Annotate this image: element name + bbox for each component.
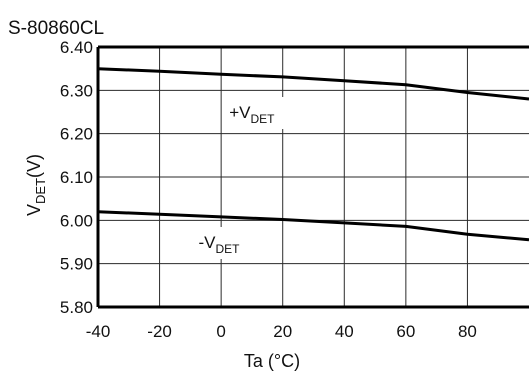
series-label-plus-vdet: +VDET — [222, 97, 307, 129]
y-axis-label-main: V — [24, 204, 44, 216]
y-axis-label: VDET(V) — [24, 154, 48, 216]
x-axis-label: Ta (°C) — [244, 351, 300, 371]
x-tick-label: 0 — [216, 322, 225, 341]
series-label-subscript: DET — [215, 242, 240, 256]
series-label-main: +V — [229, 103, 251, 122]
x-tick-labels: -40 -20 0 20 40 60 80 — [86, 322, 477, 341]
series-line-1 — [97, 210, 529, 242]
y-axis-label-subscript: DET — [33, 178, 48, 204]
y-tick-label: 6.00 — [60, 211, 93, 230]
series-line-0 — [97, 67, 529, 101]
y-tick-label: 6.30 — [60, 81, 93, 100]
grid — [97, 46, 529, 308]
y-tick-labels: 5.80 5.90 6.00 6.10 6.20 6.30 6.40 — [60, 38, 93, 317]
y-axis-label-unit: (V) — [24, 154, 44, 178]
plot-axes — [96, 45, 529, 309]
series-label-plus-vdet-text: +VDET — [229, 103, 275, 126]
series-label-background — [191, 227, 276, 259]
y-tick-label: 5.90 — [60, 255, 93, 274]
y-tick-label: 6.40 — [60, 38, 93, 57]
y-tick-label: 5.80 — [60, 298, 93, 317]
series-layer — [97, 67, 529, 242]
series-label-subscript: DET — [251, 112, 276, 126]
y-tick-label: 6.20 — [60, 125, 93, 144]
x-tick-label: -40 — [86, 322, 111, 341]
x-tick-label: 20 — [273, 322, 292, 341]
series-label-minus-vdet-text: -VDET — [198, 233, 240, 256]
x-tick-label: 40 — [335, 322, 354, 341]
series-label-minus-vdet: -VDET — [191, 227, 276, 259]
series-label-main: -V — [198, 233, 216, 252]
x-tick-label: -20 — [147, 322, 172, 341]
x-tick-label: 80 — [458, 322, 477, 341]
y-tick-label: 6.10 — [60, 168, 93, 187]
x-tick-label: 60 — [396, 322, 415, 341]
series-label-background — [222, 97, 307, 129]
chart-title: S-80860CL — [8, 18, 104, 39]
